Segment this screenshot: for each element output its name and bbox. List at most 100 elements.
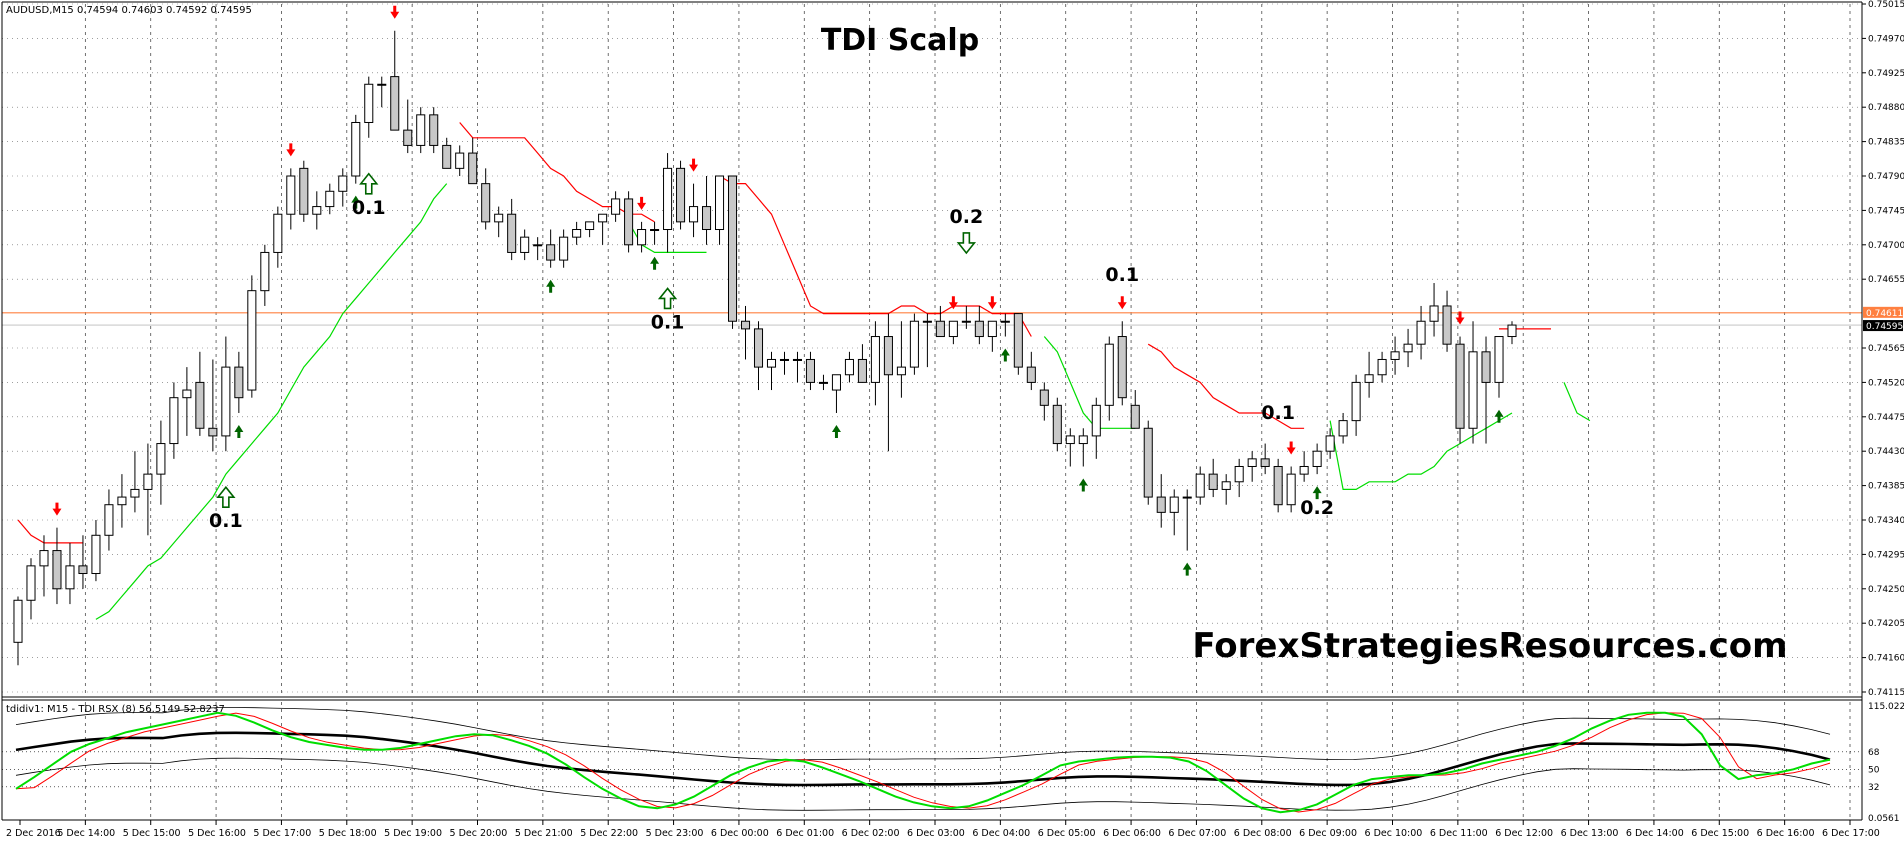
- candle-body[interactable]: [78, 565, 88, 575]
- candle-body[interactable]: [650, 229, 660, 232]
- candle-body[interactable]: [1481, 351, 1491, 383]
- candle-body[interactable]: [1312, 450, 1322, 467]
- buy-arrow-icon[interactable]: [1494, 409, 1504, 423]
- candle-body[interactable]: [1468, 351, 1478, 429]
- candle-body[interactable]: [572, 229, 582, 238]
- candle-body[interactable]: [208, 427, 218, 437]
- candle-body[interactable]: [1026, 366, 1036, 383]
- candle-body[interactable]: [987, 320, 997, 338]
- buy-arrow-icon[interactable]: [1182, 562, 1192, 576]
- candle-body[interactable]: [494, 213, 504, 223]
- candle-body[interactable]: [1208, 473, 1218, 490]
- sell-arrow-icon[interactable]: [637, 196, 647, 210]
- candle-body[interactable]: [1065, 435, 1075, 445]
- candle-body[interactable]: [1195, 473, 1205, 498]
- candle-body[interactable]: [481, 183, 491, 223]
- sell-arrow-icon[interactable]: [987, 296, 997, 310]
- candle-body[interactable]: [1377, 358, 1387, 376]
- candle-body[interactable]: [702, 206, 712, 231]
- candle-body[interactable]: [766, 358, 777, 368]
- candle-body[interactable]: [273, 213, 283, 253]
- sell-arrow-icon[interactable]: [390, 5, 400, 19]
- candle-body[interactable]: [1286, 473, 1296, 506]
- sell-arrow-icon[interactable]: [689, 158, 699, 172]
- candle-body[interactable]: [221, 366, 231, 437]
- candle-body[interactable]: [156, 443, 166, 475]
- candle-body[interactable]: [1442, 305, 1452, 345]
- candle-body[interactable]: [727, 175, 738, 322]
- candle-body[interactable]: [1273, 465, 1283, 506]
- candle-body[interactable]: [520, 236, 530, 253]
- candle-body[interactable]: [52, 550, 62, 590]
- candle-body[interactable]: [468, 152, 478, 185]
- candle-body[interactable]: [1104, 343, 1114, 406]
- candle-body[interactable]: [611, 198, 621, 215]
- sell-arrow-icon[interactable]: [948, 296, 958, 310]
- candle-body[interactable]: [91, 534, 101, 575]
- candle-body[interactable]: [143, 473, 153, 490]
- candle-body[interactable]: [351, 121, 361, 177]
- buy-arrow-icon[interactable]: [831, 424, 841, 438]
- candle-body[interactable]: [260, 251, 270, 292]
- candle-body[interactable]: [585, 221, 595, 231]
- buy-arrow-icon[interactable]: [1312, 486, 1322, 500]
- candle-body[interactable]: [598, 213, 608, 223]
- candle-body[interactable]: [299, 167, 309, 215]
- candle-body[interactable]: [844, 358, 854, 376]
- candle-body[interactable]: [753, 328, 764, 368]
- candle-body[interactable]: [1169, 496, 1179, 513]
- candle-body[interactable]: [169, 397, 179, 445]
- candle-body[interactable]: [338, 175, 348, 192]
- candle-body[interactable]: [195, 381, 205, 429]
- candle-body[interactable]: [1247, 458, 1257, 467]
- sell-arrow-icon[interactable]: [1117, 296, 1127, 310]
- candle-body[interactable]: [39, 550, 49, 567]
- candle-body[interactable]: [1416, 320, 1426, 345]
- candle-body[interactable]: [1260, 458, 1270, 467]
- candle-body[interactable]: [1039, 389, 1049, 406]
- candle-body[interactable]: [922, 320, 932, 323]
- candle-body[interactable]: [390, 76, 400, 131]
- candle-body[interactable]: [1351, 381, 1361, 422]
- candle-body[interactable]: [1364, 374, 1374, 383]
- candle-body[interactable]: [247, 290, 257, 391]
- candle-body[interactable]: [65, 565, 75, 590]
- candle-body[interactable]: [805, 358, 815, 383]
- candle-body[interactable]: [624, 198, 634, 246]
- candle-body[interactable]: [234, 366, 244, 399]
- candle-body[interactable]: [883, 336, 893, 376]
- candle-body[interactable]: [377, 83, 387, 86]
- buy-arrow-icon[interactable]: [546, 279, 556, 293]
- candle-body[interactable]: [1130, 404, 1140, 429]
- buy-arrow-icon[interactable]: [1078, 478, 1088, 492]
- candle-body[interactable]: [286, 175, 296, 215]
- candle-body[interactable]: [416, 114, 426, 146]
- candle-body[interactable]: [1429, 305, 1439, 322]
- candle-body[interactable]: [104, 504, 114, 536]
- candle-body[interactable]: [1234, 465, 1244, 483]
- candle-body[interactable]: [1091, 404, 1101, 437]
- buy-arrow-icon[interactable]: [650, 256, 660, 270]
- candle-body[interactable]: [1117, 336, 1127, 399]
- candle-body[interactable]: [117, 496, 127, 506]
- candle-body[interactable]: [130, 488, 140, 498]
- candle-body[interactable]: [1299, 465, 1309, 475]
- candle-body[interactable]: [1403, 343, 1413, 353]
- candle-body[interactable]: [792, 358, 803, 361]
- candle-body[interactable]: [637, 229, 647, 246]
- candle-body[interactable]: [689, 206, 699, 223]
- candle-body[interactable]: [26, 565, 36, 601]
- candle-body[interactable]: [676, 167, 686, 223]
- candle-body[interactable]: [455, 152, 465, 169]
- candle-body[interactable]: [429, 114, 439, 146]
- candle-body[interactable]: [1338, 420, 1348, 437]
- candle-body[interactable]: [935, 320, 945, 338]
- candle-body[interactable]: [896, 366, 906, 376]
- sell-arrow-icon[interactable]: [1455, 311, 1465, 325]
- candle-body[interactable]: [663, 167, 673, 231]
- candle-body[interactable]: [870, 336, 880, 383]
- buy-arrow-icon[interactable]: [234, 424, 244, 438]
- candle-body[interactable]: [1078, 435, 1088, 445]
- candle-body[interactable]: [546, 244, 556, 261]
